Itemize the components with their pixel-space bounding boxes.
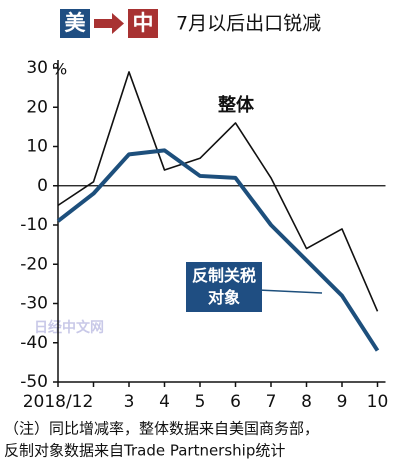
- badge: 美: [65, 11, 86, 35]
- note: （注）同比增减率，整体数据来自美国商务部，: [4, 420, 319, 438]
- y-tick-label: -10: [20, 215, 48, 235]
- chart-title: 7月以后出口锐减: [176, 13, 321, 35]
- badge: 中: [133, 11, 154, 35]
- arrow: [94, 13, 124, 34]
- series-label: 整体: [217, 94, 255, 116]
- y-tick-label: -20: [20, 254, 48, 274]
- series-label: 反制关税对象: [186, 262, 262, 312]
- x-tick-label: 6: [230, 392, 241, 412]
- x-tick-label: 5: [195, 392, 206, 412]
- y-tick-label: 10: [26, 137, 48, 157]
- y-tick-label: -50: [20, 372, 48, 392]
- y-tick-label: -40: [20, 333, 48, 353]
- watermark: 日经中文网: [34, 319, 104, 336]
- x-tick-label: 10: [367, 392, 389, 412]
- series-line: [57, 71, 379, 312]
- badge-bg: [128, 9, 158, 38]
- x-tick-label: 7: [266, 392, 277, 412]
- y-tick-label: 0: [37, 176, 48, 196]
- label-pointer: [257, 289, 323, 294]
- y-tick-label: 20: [26, 97, 48, 117]
- x-tick-label: 4: [159, 392, 170, 412]
- series-line: [56, 148, 380, 352]
- y-tick-label: 30: [26, 58, 48, 78]
- x-tick-label: 3: [124, 392, 135, 412]
- note: 反制对象数据来自Trade Partnership统计: [4, 442, 285, 460]
- y-tick-label: -30: [20, 294, 48, 314]
- y-unit: %: [52, 60, 67, 79]
- x-tick-label: 8: [301, 392, 312, 412]
- badge-bg: [60, 9, 90, 38]
- x-tick-label: 9: [337, 392, 348, 412]
- x-tick-label: 2018/12: [23, 392, 94, 412]
